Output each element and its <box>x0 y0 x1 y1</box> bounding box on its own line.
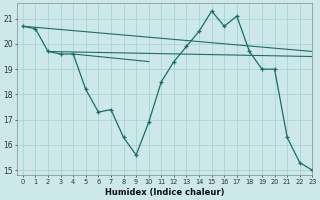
X-axis label: Humidex (Indice chaleur): Humidex (Indice chaleur) <box>105 188 224 197</box>
